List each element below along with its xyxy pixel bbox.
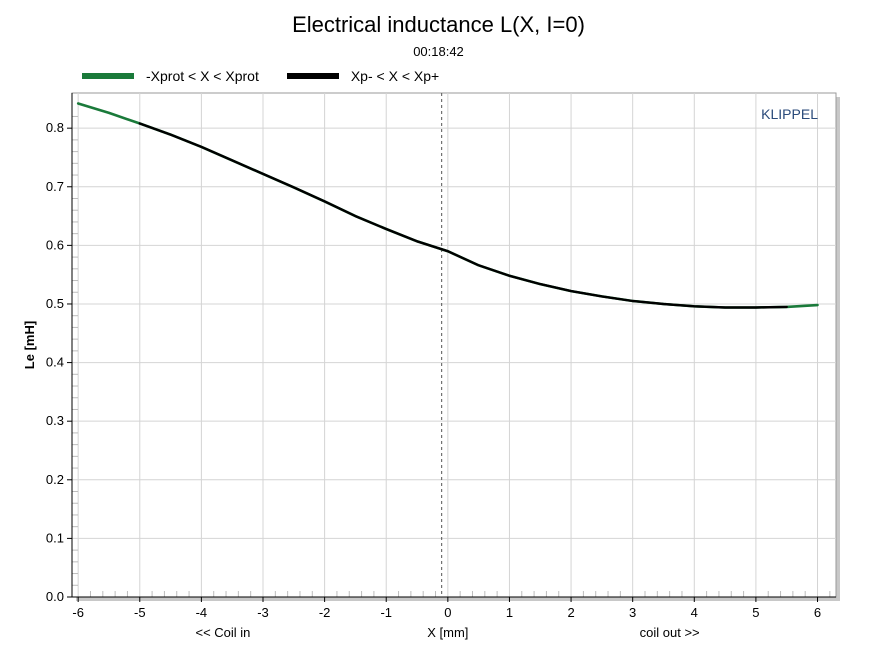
- series-line-operating: [138, 122, 788, 309]
- y-tick-label: 0.7: [46, 179, 64, 194]
- x-axis-label-coil-out: coil out >>: [640, 625, 700, 640]
- y-tick-label: 0.6: [46, 237, 64, 252]
- legend-label-protected: -Xprot < X < Xprot: [146, 68, 259, 84]
- x-tick-label: 3: [629, 605, 636, 620]
- y-tick-label: 0.3: [46, 413, 64, 428]
- x-tick-label: 6: [814, 605, 821, 620]
- series: [76, 102, 819, 309]
- x-tick-label: 2: [567, 605, 574, 620]
- x-tick-label: 4: [691, 605, 698, 620]
- x-axis-label-coil-in: << Coil in: [195, 625, 250, 640]
- minor-ticks: [72, 115, 831, 597]
- x-tick-label: -1: [380, 605, 392, 620]
- legend-label-operating: Xp- < X < Xp+: [350, 68, 440, 84]
- x-tick-label: 1: [506, 605, 513, 620]
- y-tick-label: 0.1: [46, 530, 64, 545]
- x-tick-label: -4: [196, 605, 208, 620]
- x-tick-label: 0: [444, 605, 451, 620]
- x-tick-label: -2: [319, 605, 331, 620]
- x-tick-label: -5: [134, 605, 146, 620]
- axes: -6 -5 -4 -3 -2 -1 0 1 2 3 4 5 6 0.0 0.1 0.2 0.3 0.4 0.5 0.6…: [46, 93, 836, 620]
- chart-subtitle: 00:18:42: [413, 44, 464, 59]
- plot-area: [71, 92, 837, 598]
- y-tick-label: 0.8: [46, 120, 64, 135]
- y-tick-label: 0.4: [46, 355, 64, 370]
- x-tick-label: -3: [257, 605, 269, 620]
- y-tick-label: 0.2: [46, 472, 64, 487]
- x-axis-label: X [mm]: [427, 625, 468, 640]
- y-tick-label: 0.5: [46, 296, 64, 311]
- y-axis-label: Le [mH]: [22, 321, 37, 369]
- x-tick-label: 5: [752, 605, 759, 620]
- legend-swatch-protected: [82, 73, 134, 79]
- legend-item-protected: -Xprot < X < Xprot: [82, 68, 259, 84]
- watermark-klippel: KLIPPEL: [761, 106, 818, 122]
- chart-title: Electrical inductance L(X, I=0): [292, 12, 585, 37]
- legend-swatch-operating: [286, 73, 339, 79]
- x-tick-label: -6: [72, 605, 84, 620]
- legend-item-operating: Xp- < X < Xp+: [286, 68, 440, 84]
- grid: [72, 93, 836, 598]
- legend: -Xprot < X < Xprot Xp- < X < Xp+: [82, 67, 467, 85]
- y-tick-label: 0.0: [46, 589, 64, 604]
